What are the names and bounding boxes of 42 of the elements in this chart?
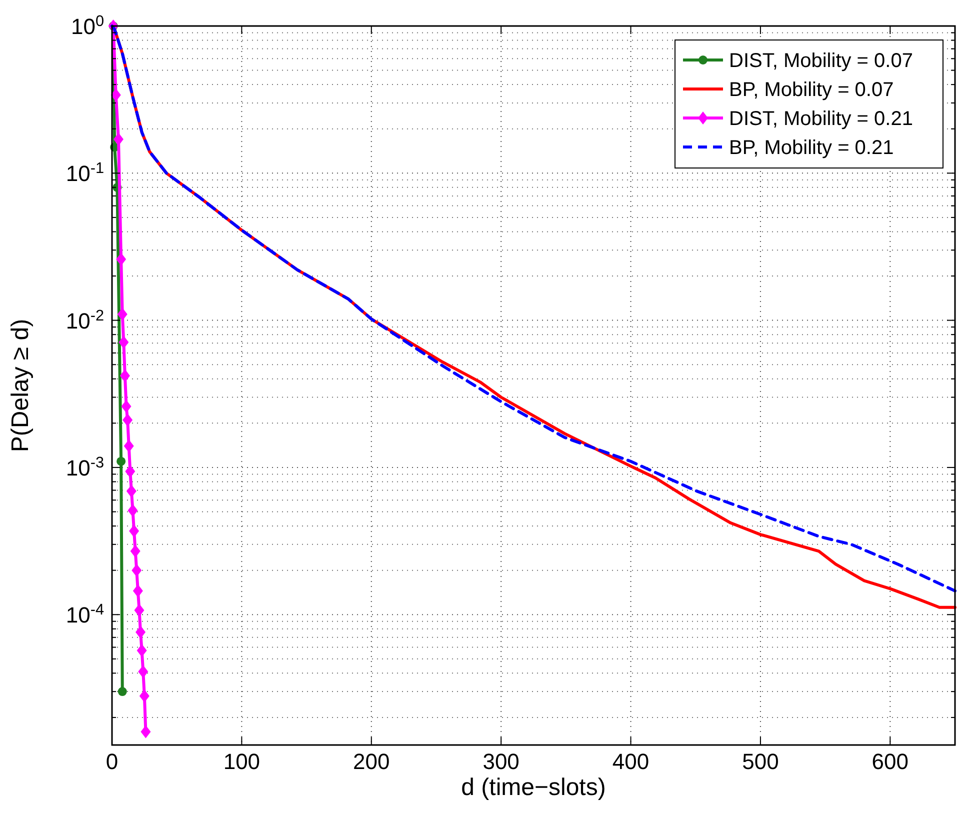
point <box>126 484 136 498</box>
point <box>136 626 146 639</box>
x-tick-label: 400 <box>612 749 650 774</box>
point <box>128 504 138 517</box>
x-tick-label: 300 <box>482 749 520 774</box>
point <box>116 456 126 466</box>
x-tick-label: 0 <box>106 749 118 774</box>
point <box>110 88 121 102</box>
legend-label: BP, Mobility = 0.21 <box>729 137 894 159</box>
point <box>113 132 124 146</box>
point <box>124 439 134 452</box>
point <box>116 252 126 266</box>
point <box>139 689 150 702</box>
legend-label: DIST, Mobility = 0.21 <box>729 108 913 130</box>
point <box>140 725 151 738</box>
point <box>136 644 147 658</box>
point <box>138 665 148 678</box>
y-tick-label: 10$^{-2}$ <box>66 306 104 334</box>
point <box>117 308 128 321</box>
point <box>132 564 142 577</box>
point <box>122 414 133 427</box>
legend-label: BP, Mobility = 0.07 <box>729 79 894 101</box>
y-tick-label: 10$^{-1}$ <box>66 160 104 186</box>
point <box>130 544 140 558</box>
x-tick-label: 600 <box>872 749 909 774</box>
y-tick-label: 10$^{-3}$ <box>66 454 104 480</box>
point <box>134 604 144 617</box>
point <box>121 400 132 413</box>
point <box>118 687 127 696</box>
x-tick-label: 200 <box>353 749 390 774</box>
y-axis-title: P(Delay ≥ d) <box>7 318 34 452</box>
point <box>118 336 129 349</box>
point <box>129 524 140 538</box>
x-tick-label: 100 <box>223 749 260 774</box>
y-tick-label: 10$^{-4}$ <box>66 601 104 628</box>
point <box>120 369 130 382</box>
x-axis-title: d (time−slots) <box>461 774 606 801</box>
point <box>125 464 136 478</box>
y-tick-label: 10$^{0}$ <box>70 12 104 39</box>
legend-label: DIST, Mobility = 0.07 <box>729 50 913 72</box>
x-tick-label: 500 <box>742 749 779 774</box>
point <box>132 584 143 598</box>
